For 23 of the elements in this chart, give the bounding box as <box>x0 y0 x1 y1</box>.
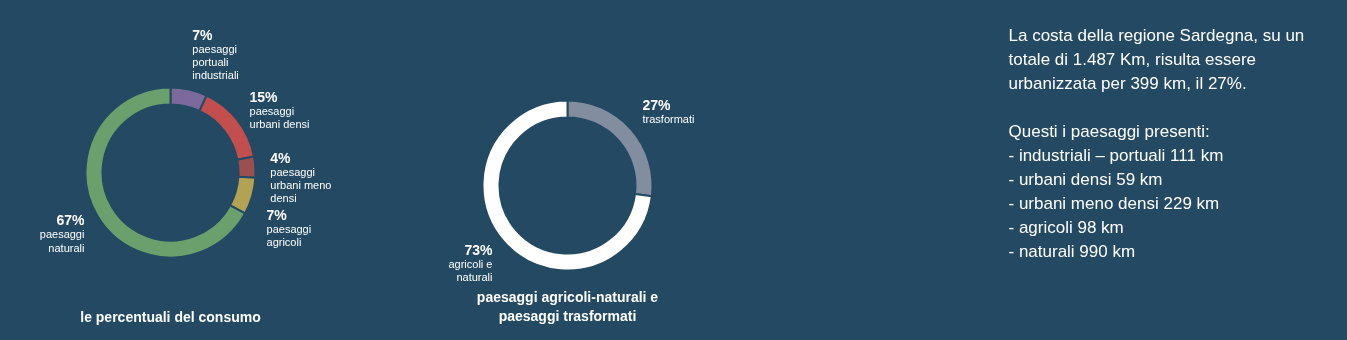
data-label: 4% <box>270 149 292 166</box>
text: - naturali 990 km <box>1008 242 1136 261</box>
data-label: 15% <box>249 89 279 106</box>
slice-label: paesaggi agricoli <box>266 222 312 248</box>
data-label: 7% <box>192 26 214 43</box>
data-label: 73% <box>464 242 494 259</box>
text: paesaggi agricoli-naturali e paesaggi trasformati <box>476 289 659 325</box>
slice-label: paesaggi naturali <box>39 228 85 254</box>
data-label: 27% <box>642 96 672 113</box>
slice-label: trasformati <box>642 112 695 125</box>
slice-label: agricoli e naturali <box>448 258 493 284</box>
slice-label: paesaggi portuali industriali <box>192 42 239 81</box>
text: - agricoli 98 km <box>1008 218 1124 237</box>
data-label: 7% <box>266 206 288 223</box>
slice-label: paesaggi urbani densi <box>249 105 310 131</box>
text: La costa della regione Sardegna, su un totale di 1.487 Km, risulta essere urbanizzata per 399 km, il 27%. <box>1008 26 1305 93</box>
text: - urbani meno densi 229 km <box>1008 194 1220 213</box>
text: - industriali – portuali 111 km <box>1008 146 1224 165</box>
text: le percentuali del consumo <box>80 308 261 325</box>
text: Questi i paesaggi presenti: <box>1008 122 1210 141</box>
slice-label: paesaggi urbani meno densi <box>270 165 332 204</box>
data-label: 67% <box>56 212 85 229</box>
text: - urbani densi 59 km <box>1008 170 1163 189</box>
